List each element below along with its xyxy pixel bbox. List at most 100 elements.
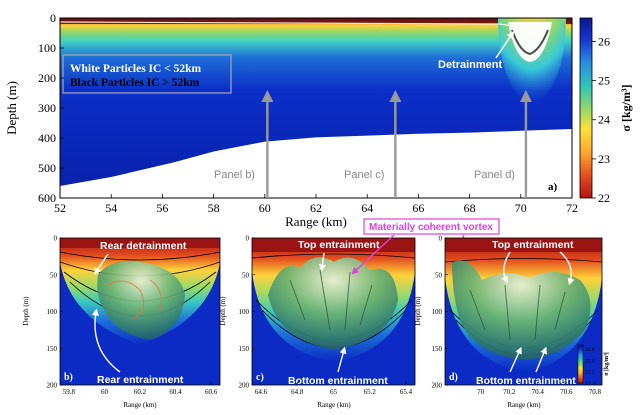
bottom-entrainment-arrow-d2	[535, 346, 547, 373]
x-tick-label-a: 56	[156, 201, 168, 215]
panel-b: Rear detrainment Rear entrainment b) 59.…	[22, 235, 221, 409]
rear-detrainment-arrow	[94, 253, 109, 275]
bottom-entrainment-arrow-d1	[509, 346, 522, 373]
bottom-entrainment-label-d: Bottom entrainment	[476, 375, 576, 387]
particle-blob-c	[268, 257, 398, 350]
panel-b-label: b)	[64, 372, 73, 383]
particle-blob-d	[452, 260, 591, 360]
x-tick-label-a: 60	[259, 201, 271, 215]
legend-white-particles: White Particles IC < 52km	[70, 63, 202, 75]
y-tick-label-a: 200	[38, 71, 56, 85]
x-tick-label-a: 70	[515, 201, 527, 215]
x-tick-label-d: 70.4	[532, 388, 545, 396]
detrainment-label: Detrainment	[438, 59, 503, 71]
panel-c: Top entrainment Bottom entrainment Mater…	[219, 218, 500, 409]
y-tick-label-d: 200	[432, 382, 443, 390]
x-tick-label-a: 64	[361, 201, 373, 215]
panel-markers	[261, 90, 532, 198]
x-tick-label-b: 60.2	[134, 388, 147, 396]
x-tick-label-d: 70.2	[503, 388, 516, 396]
top-entrainment-label-d: Top entrainment	[492, 239, 574, 251]
x-tick-label-c: 64.6	[255, 388, 268, 396]
legend-box	[62, 54, 232, 94]
y-axis-label-a: Depth (m)	[4, 81, 19, 135]
panel-c-marker-label: Panel c)	[344, 169, 384, 181]
y-tick-label-b: 150	[47, 345, 58, 353]
y-tick-label-c: 100	[239, 308, 250, 316]
x-tick-label-c: 65.2	[364, 388, 377, 396]
x-axis-label-c: Range (km)	[317, 401, 351, 409]
bottom-topography	[60, 129, 572, 198]
detrainment-arrow	[495, 30, 515, 59]
colorbar-ticks-d: 22 22.2 22.4 22.6	[585, 347, 595, 387]
rear-entrainment-arrow	[91, 308, 121, 373]
x-axis-label-d: Range (km)	[507, 401, 541, 409]
colorbar-tick-label-a: 24	[598, 113, 610, 127]
panel-c-label: c)	[256, 372, 264, 383]
y-tick-label-b: 0	[54, 235, 58, 243]
colorbar-a	[579, 17, 593, 199]
x-tick-label-a: 52	[54, 201, 66, 215]
legend-black-particles: Black Particles IC > 52km	[70, 77, 200, 89]
y-tick-label-a: 600	[38, 191, 56, 205]
x-tick-label-d: 70.8	[589, 388, 602, 396]
y-tick-label-b: 50	[50, 271, 58, 279]
x-tick-label-a: 54	[105, 201, 117, 215]
vortex-annotation-label: Materially coherent vortex	[369, 222, 493, 233]
top-entrainment-arrow-d2	[559, 251, 575, 286]
y-tick-label-a: 100	[38, 41, 56, 55]
panel-b-marker-label: Panel b)	[214, 169, 255, 181]
y-tick-label-d: 150	[432, 345, 443, 353]
panel-d-marker-label: Panel d)	[474, 169, 515, 181]
top-entrainment-arrow-c	[318, 252, 326, 272]
colorbar-label-d: σ [kg/m³]	[604, 352, 610, 376]
y-tick-label-d: 50	[435, 271, 443, 279]
vortex-arrow-c	[351, 234, 395, 275]
x-tick-label-c: 65	[330, 388, 338, 396]
top-entrainment-arrow-d1	[501, 251, 511, 284]
y-tick-label-a: 500	[38, 161, 56, 175]
axes-b: 59.8 60 60.2 60.4 60.6 0 50 100 150 200	[47, 235, 218, 397]
colorbar-tick-label-d: 22	[585, 381, 591, 387]
colorbar-d	[577, 344, 584, 384]
bottom-entrainment-label-c: Bottom entrainment	[288, 375, 388, 387]
x-tick-label-a: 62	[310, 201, 322, 215]
top-entrainment-label-c: Top entrainment	[298, 239, 380, 251]
y-axis-label-b: Depth (m)	[22, 296, 30, 326]
panel-d-label: d)	[449, 372, 458, 383]
axes-a: 52 54 56 58 60 62 64 66 68 70 72 0 100 200 300 400 500 60…	[38, 11, 578, 215]
colorbar-tick-label-a: 22	[598, 191, 610, 205]
x-tick-label-d: 70	[477, 388, 485, 396]
y-tick-label-c: 0	[246, 235, 250, 243]
bottom-entrainment-arrow-c	[337, 346, 347, 373]
x-tick-label-b: 59.8	[63, 388, 76, 396]
colorbar-tick-label-d: 22.4	[585, 358, 595, 364]
panel-d: Top entrainment Bottom entrainment d) 70…	[414, 235, 610, 410]
white-particles-vortex	[508, 22, 552, 62]
rear-detrainment-label: Rear detrainment	[100, 240, 187, 252]
y-axis-label-d: Depth (m)	[414, 296, 422, 326]
axes-d: 70 70.2 70.4 70.6 70.8 0 50 100 150 200	[432, 235, 602, 397]
x-tick-label-b: 60.6	[205, 388, 218, 396]
vortex-annotation-box	[363, 218, 500, 235]
colorbar-tick-label-a: 23	[598, 152, 610, 166]
y-tick-label-a: 300	[38, 101, 56, 115]
x-tick-label-a: 66	[412, 201, 424, 215]
colorbar-tick-label-d: 22.2	[585, 370, 595, 376]
colorbar-label-a: σ [kg/m³]	[619, 84, 633, 131]
y-tick-label-c: 150	[239, 345, 250, 353]
x-tick-label-a: 68	[464, 201, 476, 215]
y-tick-label-b: 200	[47, 382, 58, 390]
panel-a-label: a)	[548, 181, 558, 193]
colorbar-tick-label-a: 26	[598, 34, 610, 48]
y-axis-label-c: Depth (m)	[219, 296, 227, 326]
x-tick-label-b: 60	[101, 388, 109, 396]
colorbar-tick-label-d: 22.6	[585, 347, 595, 353]
x-tick-label-c: 64.8	[291, 388, 304, 396]
colorbar-ticks-a: 22 23 24 25 26	[592, 34, 610, 205]
x-tick-label-a: 58	[208, 201, 220, 215]
x-tick-label-b: 60.4	[169, 388, 182, 396]
x-axis-label-a: Range (km)	[285, 214, 347, 229]
y-tick-label-c: 200	[239, 382, 250, 390]
